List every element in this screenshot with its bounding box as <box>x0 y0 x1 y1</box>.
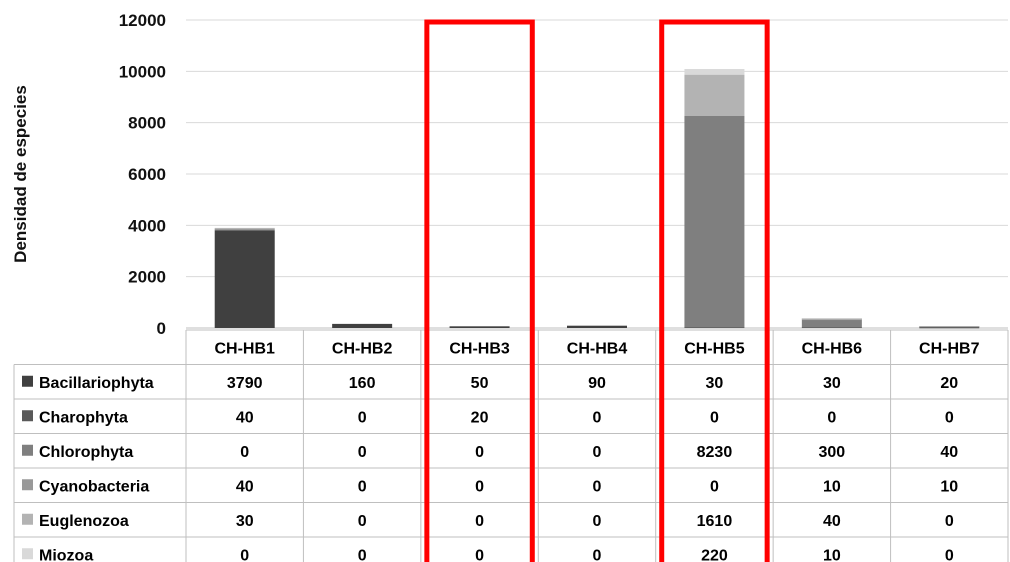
data-label: 0 <box>593 444 602 461</box>
data-label: 20 <box>471 409 489 426</box>
legend-swatch <box>22 513 33 525</box>
data-label: 0 <box>945 409 954 426</box>
data-label: 40 <box>236 478 254 495</box>
legend-swatch <box>22 375 33 387</box>
y-tick-label: 2000 <box>128 268 166 287</box>
data-label: 160 <box>349 375 376 392</box>
category-label: CH-HB4 <box>567 340 628 357</box>
y-tick-label: 4000 <box>128 216 166 235</box>
data-label: 30 <box>823 375 841 392</box>
data-label: 10 <box>823 478 841 495</box>
data-label: 40 <box>823 513 841 530</box>
category-label: CH-HB3 <box>449 340 510 357</box>
data-label: 40 <box>236 409 254 426</box>
category-label: CH-HB7 <box>919 340 980 357</box>
bar-segment <box>214 227 275 229</box>
bar-segment <box>332 323 393 328</box>
data-label: 0 <box>827 409 836 426</box>
bars <box>214 69 980 329</box>
y-tick-label: 0 <box>157 319 166 338</box>
category-label: CH-HB5 <box>684 340 745 357</box>
data-label: 220 <box>701 547 728 562</box>
bar-segment <box>214 230 275 328</box>
data-label: 0 <box>358 513 367 530</box>
data-label: 300 <box>819 444 846 461</box>
y-axis-ticks: 0 2000 4000 6000 8000 10000 12000 <box>119 11 166 338</box>
legend-swatch <box>22 444 33 456</box>
highlight-box <box>424 19 535 562</box>
data-label: 3790 <box>227 375 263 392</box>
bar-segment <box>449 326 510 328</box>
data-label: 0 <box>240 444 249 461</box>
legend-swatch <box>22 410 33 422</box>
bar-segment <box>567 325 627 328</box>
bar-segment <box>801 317 862 319</box>
data-label: 0 <box>475 547 484 562</box>
legend-swatch <box>22 548 33 560</box>
bar-segment <box>801 319 862 321</box>
bar-segment <box>684 115 745 328</box>
data-label: 20 <box>940 375 958 392</box>
data-label: 0 <box>945 547 954 562</box>
legend-label: Euglenozoa <box>39 513 129 530</box>
data-label: 0 <box>358 444 367 461</box>
category-label: CH-HB1 <box>214 340 275 357</box>
data-label: 0 <box>240 547 249 562</box>
data-label: 30 <box>706 375 724 392</box>
legend-label: Miozoa <box>39 547 93 562</box>
highlight-box <box>659 19 770 562</box>
y-tick-label: 10000 <box>119 62 166 81</box>
bar-segment <box>684 327 745 329</box>
data-label: 10 <box>940 478 958 495</box>
bar-segment <box>449 326 510 328</box>
data-label: 50 <box>471 375 489 392</box>
bar-segment <box>684 74 745 116</box>
data-label: 0 <box>593 513 602 530</box>
data-label: 30 <box>236 513 254 530</box>
category-label: CH-HB6 <box>802 340 863 357</box>
bar-segment <box>919 326 980 328</box>
y-tick-label: 8000 <box>128 114 166 133</box>
data-label: 40 <box>940 444 958 461</box>
data-label: 0 <box>593 409 602 426</box>
bar-segment <box>801 327 862 329</box>
data-label: 0 <box>475 478 484 495</box>
bar-segment <box>919 327 980 329</box>
gridlines <box>186 19 1008 329</box>
data-label: 0 <box>358 547 367 562</box>
y-tick-label: 6000 <box>128 165 166 184</box>
data-label: 0 <box>358 409 367 426</box>
legend-label: Charophyta <box>39 409 128 426</box>
data-label: 8230 <box>697 444 733 461</box>
data-label: 90 <box>588 375 606 392</box>
data-label: 0 <box>358 478 367 495</box>
data-label: 1610 <box>697 513 733 530</box>
data-table: CH-HB1 CH-HB2 CH-HB3 CH-HB4 CH-HB5 CH-HB6 CH-H… <box>13 329 1009 562</box>
data-label: 0 <box>475 444 484 461</box>
bar-segment <box>214 228 275 230</box>
legend-swatch <box>22 479 33 491</box>
data-label: 0 <box>593 547 602 562</box>
data-label: 0 <box>710 478 719 495</box>
data-label: 10 <box>823 547 841 562</box>
legend-label: Cyanobacteria <box>39 478 149 495</box>
bar-segment <box>214 229 275 231</box>
y-tick-label: 12000 <box>119 11 166 30</box>
legend-label: Chlorophyta <box>39 444 133 461</box>
legend-label: Bacillariophyta <box>39 375 154 392</box>
bar-segment <box>684 69 745 75</box>
category-label: CH-HB2 <box>332 340 393 357</box>
data-label: 0 <box>710 409 719 426</box>
data-label: 0 <box>945 513 954 530</box>
data-label: 0 <box>593 478 602 495</box>
highlight-boxes <box>424 19 770 562</box>
bar-segment <box>801 319 862 328</box>
data-label: 0 <box>475 513 484 530</box>
y-axis-label: Densidad de especies <box>11 85 30 263</box>
